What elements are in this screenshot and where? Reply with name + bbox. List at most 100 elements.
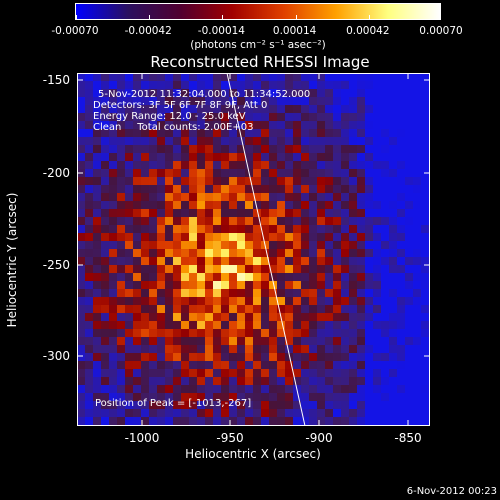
image-pixel xyxy=(125,257,133,265)
image-pixel xyxy=(197,97,205,105)
image-pixel xyxy=(205,329,213,337)
image-pixel xyxy=(365,161,373,169)
image-pixel xyxy=(421,377,429,385)
image-pixel xyxy=(349,161,357,169)
image-pixel xyxy=(213,177,221,185)
image-pixel xyxy=(293,321,301,329)
image-pixel xyxy=(333,241,341,249)
image-pixel xyxy=(253,401,261,409)
image-pixel xyxy=(85,225,93,233)
image-pixel xyxy=(85,345,93,353)
image-pixel xyxy=(189,225,197,233)
image-pixel xyxy=(85,97,93,105)
image-pixel xyxy=(101,369,109,377)
image-pixel xyxy=(389,385,397,393)
image-pixel xyxy=(341,73,349,81)
image-pixel xyxy=(381,145,389,153)
image-pixel xyxy=(397,113,405,121)
image-pixel xyxy=(245,417,253,425)
image-pixel xyxy=(413,129,421,137)
image-pixel xyxy=(333,409,341,417)
image-pixel xyxy=(237,233,245,241)
image-pixel xyxy=(189,361,197,369)
image-pixel xyxy=(157,185,165,193)
image-pixel xyxy=(381,281,389,289)
image-pixel xyxy=(205,361,213,369)
image-pixel xyxy=(269,369,277,377)
image-pixel xyxy=(189,185,197,193)
image-pixel xyxy=(261,353,269,361)
image-pixel xyxy=(141,257,149,265)
image-pixel xyxy=(357,73,365,81)
image-pixel xyxy=(421,153,429,161)
image-pixel xyxy=(181,289,189,297)
image-pixel xyxy=(221,345,229,353)
image-pixel xyxy=(357,97,365,105)
image-pixel xyxy=(317,169,325,177)
image-pixel xyxy=(213,81,221,89)
image-pixel xyxy=(197,153,205,161)
image-pixel xyxy=(117,129,125,137)
image-pixel xyxy=(229,129,237,137)
image-pixel xyxy=(245,129,253,137)
image-pixel xyxy=(285,265,293,273)
image-pixel xyxy=(149,345,157,353)
image-pixel xyxy=(149,89,157,97)
image-pixel xyxy=(189,201,197,209)
image-pixel xyxy=(325,153,333,161)
image-pixel xyxy=(261,185,269,193)
image-pixel xyxy=(269,377,277,385)
image-pixel xyxy=(285,257,293,265)
image-pixel xyxy=(221,201,229,209)
image-pixel xyxy=(309,345,317,353)
image-pixel xyxy=(213,89,221,97)
image-pixel xyxy=(261,105,269,113)
image-pixel xyxy=(413,89,421,97)
x-tick-label: -850 xyxy=(394,431,422,445)
image-pixel xyxy=(189,345,197,353)
image-pixel xyxy=(173,185,181,193)
image-pixel xyxy=(405,201,413,209)
image-pixel xyxy=(173,249,181,257)
image-pixel xyxy=(261,249,269,257)
image-pixel xyxy=(213,145,221,153)
image-pixel xyxy=(93,281,101,289)
image-pixel xyxy=(101,113,109,121)
image-pixel xyxy=(165,361,173,369)
image-pixel xyxy=(357,145,365,153)
image-pixel xyxy=(245,257,253,265)
image-pixel xyxy=(373,89,381,97)
image-pixel xyxy=(285,217,293,225)
image-pixel xyxy=(277,265,285,273)
image-pixel xyxy=(405,313,413,321)
image-pixel xyxy=(349,113,357,121)
image-pixel xyxy=(189,353,197,361)
image-pixel xyxy=(101,97,109,105)
image-pixel xyxy=(389,177,397,185)
image-pixel xyxy=(341,121,349,129)
image-pixel xyxy=(101,289,109,297)
image-pixel xyxy=(173,145,181,153)
image-pixel xyxy=(77,249,85,257)
image-pixel xyxy=(213,137,221,145)
image-pixel xyxy=(349,129,357,137)
image-pixel xyxy=(325,297,333,305)
image-pixel xyxy=(389,137,397,145)
image-pixel xyxy=(133,321,141,329)
image-pixel xyxy=(93,417,101,425)
colorbar-tick-label: 0.00014 xyxy=(272,25,317,37)
image-pixel xyxy=(405,113,413,121)
image-pixel xyxy=(237,369,245,377)
image-pixel xyxy=(325,241,333,249)
image-pixel xyxy=(101,321,109,329)
image-pixel xyxy=(301,377,309,385)
image-pixel xyxy=(317,289,325,297)
image-pixel xyxy=(237,225,245,233)
image-pixel xyxy=(285,137,293,145)
image-pixel xyxy=(373,161,381,169)
image-pixel xyxy=(253,73,261,81)
image-pixel xyxy=(365,121,373,129)
image-pixel xyxy=(397,273,405,281)
image-pixel xyxy=(381,345,389,353)
image-pixel xyxy=(269,73,277,81)
